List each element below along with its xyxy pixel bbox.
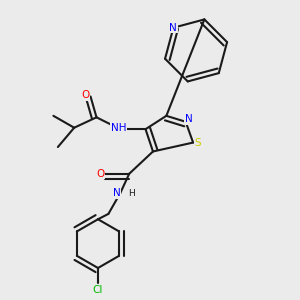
Text: O: O bbox=[81, 90, 89, 100]
Text: N: N bbox=[169, 23, 177, 33]
Text: N: N bbox=[185, 114, 193, 124]
Text: N: N bbox=[113, 188, 121, 198]
Text: NH: NH bbox=[111, 123, 127, 133]
Text: Cl: Cl bbox=[93, 285, 103, 295]
Text: H: H bbox=[128, 190, 135, 199]
Text: O: O bbox=[96, 169, 104, 179]
Text: S: S bbox=[194, 138, 201, 148]
